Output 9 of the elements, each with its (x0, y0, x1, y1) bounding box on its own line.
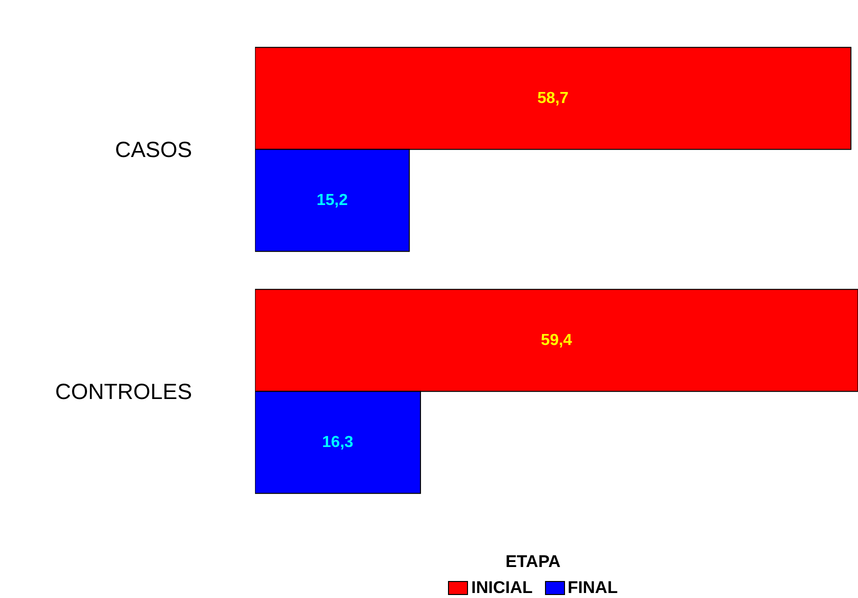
data-label: 15,2 (316, 192, 348, 209)
data-label: 16,3 (322, 434, 354, 451)
legend-label: INICIAL (471, 578, 533, 598)
data-label: 59,4 (540, 332, 572, 349)
legend-title: ETAPA (504, 552, 562, 572)
y-tick-label: CASOS (114, 136, 192, 162)
legend-label: FINAL (568, 578, 618, 598)
data-label: 58,7 (537, 90, 569, 107)
y-tick-label: CONTROLES (55, 378, 192, 404)
